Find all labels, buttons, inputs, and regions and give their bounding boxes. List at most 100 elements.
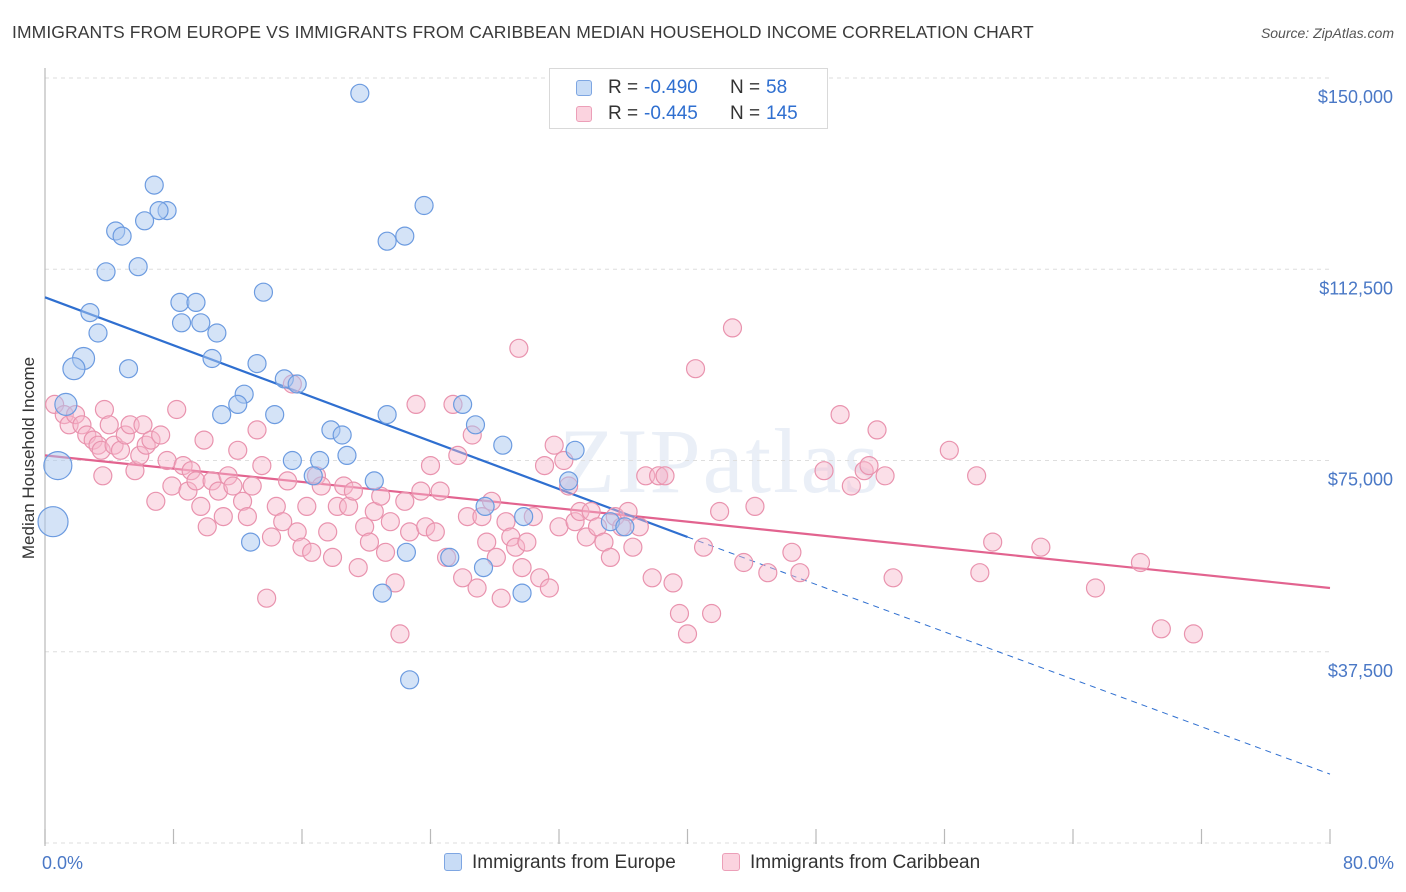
caribbean-point [1031,537,1051,557]
caribbean-point [93,466,113,486]
caribbean-point [830,405,850,425]
caribbean-point [710,501,730,522]
caribbean-point [167,399,187,420]
caribbean-point [782,542,802,562]
caribbean-swatch [576,106,592,122]
r-value: -0.445 [644,103,698,124]
europe-point [171,313,192,333]
r-value: -0.490 [644,77,698,98]
caribbean-point [157,450,177,471]
europe-point [473,557,494,578]
europe-point [265,405,285,425]
caribbean-point [648,466,669,486]
caribbean-point [530,568,550,588]
caribbean-point [133,415,153,435]
caribbean-point [385,573,405,593]
europe-point [144,175,164,195]
europe-point [186,292,206,312]
y-tick-labels: $150,000 $112,500 $75,000 $37,500 [1318,87,1393,681]
y-tick-label: $150,000 [1318,87,1393,107]
caribbean-point [130,445,150,465]
axes [44,68,1331,846]
legend-label-europe: Immigrants from Europe [472,852,676,873]
europe-point [615,517,635,537]
caribbean-point [110,440,131,460]
europe-point [282,450,302,471]
caribbean-point [430,481,450,501]
europe-point [565,440,585,460]
europe-point [88,323,108,343]
caribbean-point [151,425,171,445]
europe-swatch [576,80,592,96]
europe-point [414,195,434,216]
caribbean-point [186,471,206,491]
caribbean-point [623,537,643,557]
caribbean-point [477,532,497,552]
caribbean-point [273,512,293,532]
europe-point [465,415,486,435]
europe-point [364,471,384,491]
europe-point [207,323,227,343]
caribbean-point [257,588,277,608]
caribbean-point [355,517,375,537]
caribbean-point [677,624,698,644]
caribbean-point [277,471,298,491]
caribbean-swatch [722,853,740,871]
caribbean-point [237,506,257,527]
caribbean-point [867,420,887,440]
caribbean-point [448,445,468,465]
caribbean-point [722,318,743,338]
caribbean-point [1183,624,1204,644]
europe-point [350,83,370,103]
caribbean-point [457,506,478,527]
europe-point [112,226,132,246]
legend-item-caribbean[interactable]: Immigrants from Caribbean [722,852,980,874]
europe-point [212,405,232,425]
caribbean-point [967,466,987,486]
caribbean-point [506,537,526,557]
caribbean-point [99,415,119,435]
caribbean-point [549,517,569,537]
caribbean-point [94,399,115,420]
europe-point [559,471,579,491]
caribbean-point [875,466,895,486]
caribbean-point [232,491,253,511]
caribbean-point [162,476,182,496]
europe-point [514,506,534,527]
europe-trend-extension [687,536,1331,775]
europe-swatch [444,853,462,871]
europe-point [453,394,473,414]
caribbean-point [343,481,363,501]
caribbean-point [141,430,161,450]
caribbean-point [208,481,229,501]
europe-point [303,466,323,486]
caribbean-point [297,496,317,516]
caribbean-point [512,557,532,578]
caribbean-point [517,532,537,552]
europe-point [191,313,211,333]
caribbean-point [146,491,166,511]
legend-label-caribbean: Immigrants from Caribbean [750,852,981,873]
europe-point [440,547,460,568]
caribbean-point [261,527,282,547]
caribbean-point [218,466,238,486]
caribbean-point [406,394,426,414]
legend-item-europe[interactable]: Immigrants from Europe [444,852,676,874]
caribbean-point [91,440,111,460]
caribbean-point [467,578,487,598]
caribbean-point [72,415,92,435]
caribbean-point [380,512,400,532]
caribbean-point [416,517,436,537]
europe-point [377,231,397,251]
x-tick-label-max: 80.0% [1343,853,1394,873]
caribbean-point [814,461,834,481]
europe-point [54,392,78,416]
caribbean-point [302,542,322,562]
europe-point [228,394,248,414]
caribbean-point [693,537,714,557]
caribbean-point [88,435,108,455]
caribbean-point [334,476,354,496]
source-label: Source: ZipAtlas.com [1260,25,1394,41]
europe-point [332,425,352,445]
caribbean-point [359,532,380,552]
